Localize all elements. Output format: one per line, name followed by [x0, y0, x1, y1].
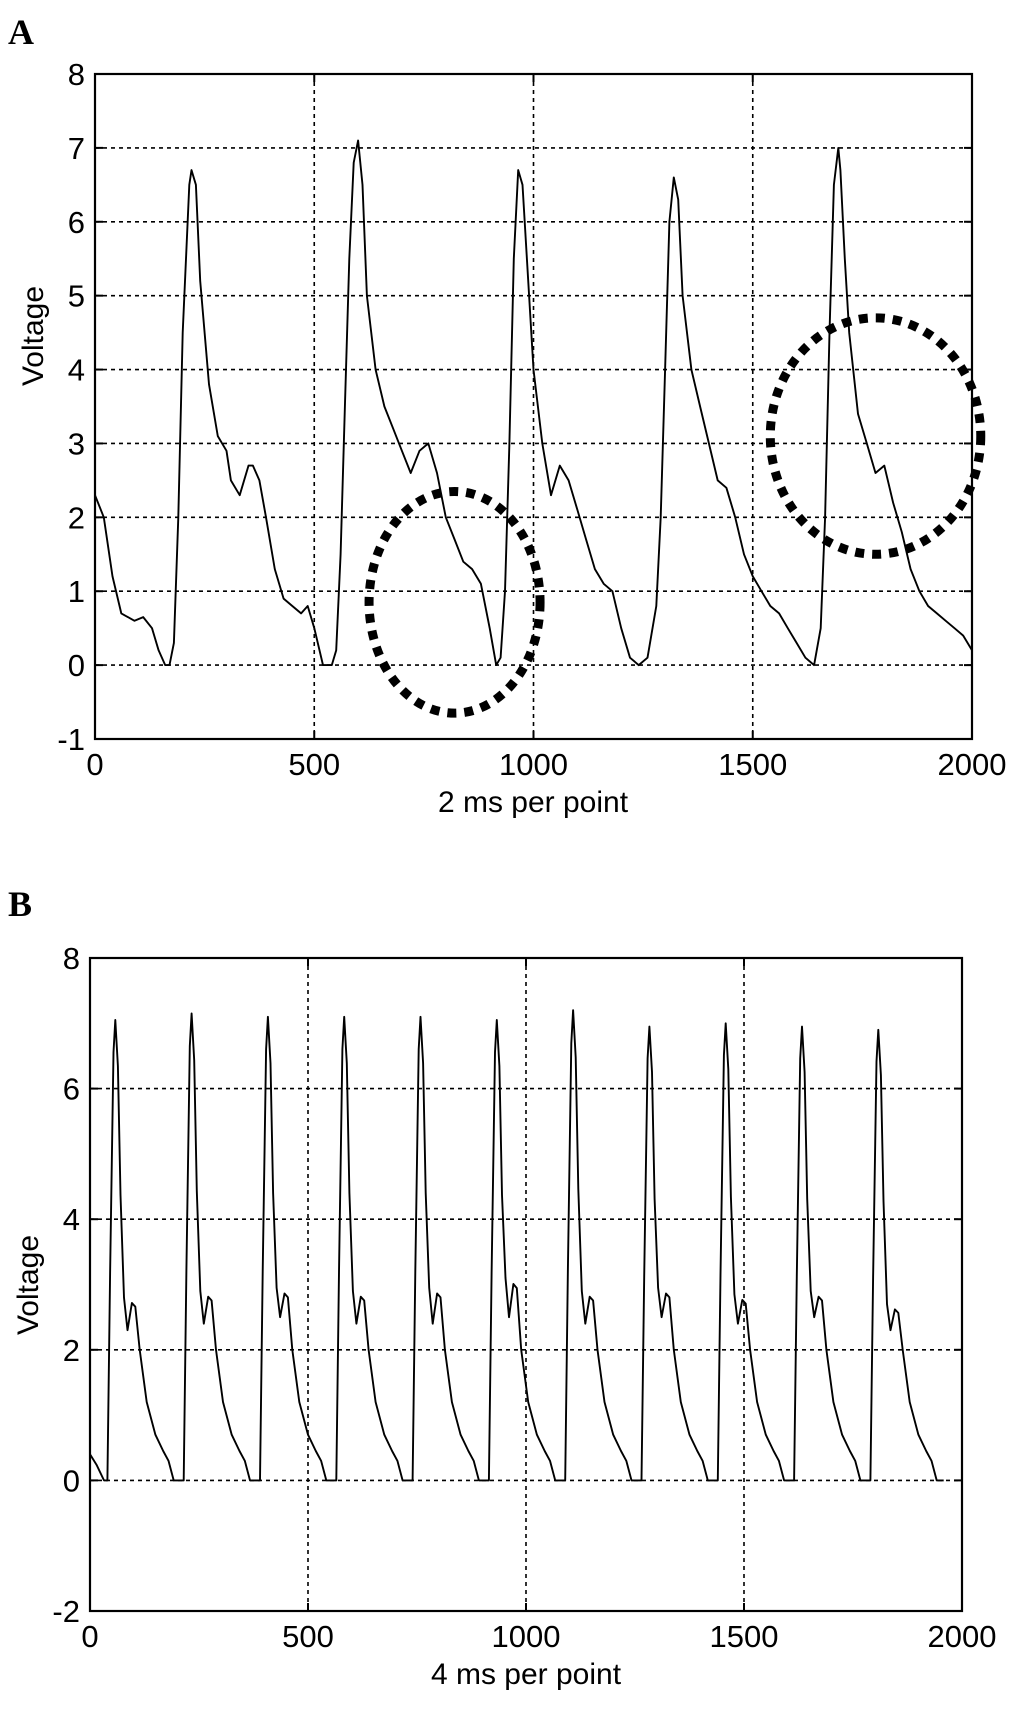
y-tick-label: 2: [63, 1333, 80, 1368]
y-tick-label: 6: [63, 1072, 80, 1107]
voltage-trace-b: [89, 1009, 944, 1482]
y-tick-label: 3: [68, 426, 85, 461]
panel-a-x-axis-title: 2 ms per point: [438, 786, 629, 819]
panel-a-annotations: [364, 313, 986, 718]
x-tick-label: 1000: [492, 1619, 561, 1654]
y-tick-label: -1: [57, 722, 85, 757]
x-tick-label: 2000: [928, 1619, 997, 1654]
panel-b-trace: [89, 1009, 944, 1482]
y-tick-label: 0: [68, 648, 85, 683]
y-tick-label: 4: [63, 1202, 80, 1237]
x-tick-label: 0: [81, 1619, 98, 1654]
x-tick-label: 500: [288, 747, 340, 782]
x-tick-label: 2000: [938, 747, 1007, 782]
x-tick-label: 500: [282, 1619, 334, 1654]
panel-a-trace: [94, 139, 973, 667]
dotted-circle-annotation-2: [765, 313, 986, 559]
y-tick-label: 7: [68, 131, 85, 166]
y-tick-label: 8: [63, 941, 80, 976]
y-tick-label: 6: [68, 205, 85, 240]
panel-b-x-axis-title: 4 ms per point: [431, 1658, 622, 1691]
panel-a-y-axis-title: Voltage: [17, 286, 50, 386]
y-tick-label: 8: [68, 57, 85, 92]
y-tick-label: 4: [68, 353, 85, 388]
x-tick-label: 1500: [718, 747, 787, 782]
y-tick-label: 2: [68, 500, 85, 535]
y-tick-label: 5: [68, 279, 85, 314]
panel-b-y-axis-title: Voltage: [12, 1235, 45, 1335]
voltage-trace-a: [94, 139, 973, 667]
panel-b-grid: [90, 958, 962, 1611]
x-tick-label: 1000: [499, 747, 568, 782]
x-tick-label: 1500: [710, 1619, 779, 1654]
panel-a-label: A: [8, 12, 34, 52]
y-tick-label: 1: [68, 574, 85, 609]
y-tick-label: -2: [52, 1594, 80, 1629]
panel-a-grid: [95, 74, 972, 739]
dotted-circle-annotation-1: [364, 486, 545, 718]
y-tick-label: 0: [63, 1463, 80, 1498]
x-tick-label: 0: [86, 747, 103, 782]
panel-b-label: B: [8, 884, 32, 924]
